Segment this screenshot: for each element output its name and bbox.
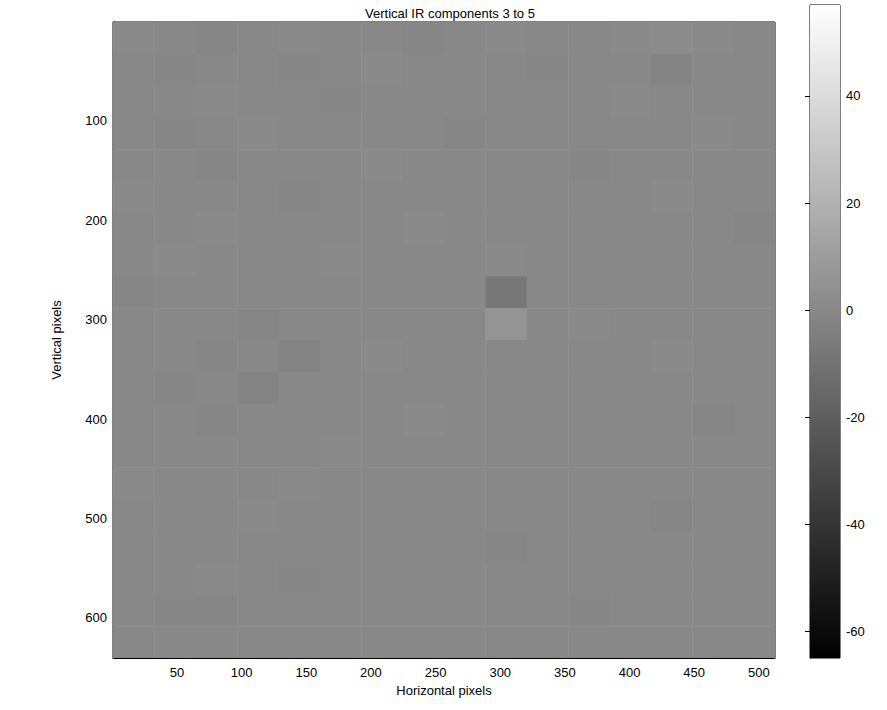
svg-text:Vertical pixels: Vertical pixels: [49, 300, 64, 380]
svg-text:150: 150: [295, 665, 317, 680]
svg-text:-40: -40: [846, 517, 865, 532]
svg-text:450: 450: [683, 665, 705, 680]
svg-text:100: 100: [231, 665, 253, 680]
svg-text:350: 350: [554, 665, 576, 680]
svg-text:200: 200: [85, 213, 107, 228]
svg-text:Horizontal pixels: Horizontal pixels: [396, 683, 492, 698]
svg-text:-20: -20: [846, 410, 865, 425]
svg-text:Vertical IR components 3 to 5: Vertical IR components 3 to 5: [365, 6, 535, 21]
svg-text:100: 100: [85, 113, 107, 128]
svg-text:500: 500: [748, 665, 770, 680]
svg-text:500: 500: [85, 511, 107, 526]
svg-text:600: 600: [85, 610, 107, 625]
svg-text:400: 400: [85, 412, 107, 427]
svg-text:250: 250: [425, 665, 447, 680]
svg-text:-60: -60: [846, 624, 865, 639]
svg-text:40: 40: [846, 88, 860, 103]
svg-text:20: 20: [846, 196, 860, 211]
svg-text:300: 300: [489, 665, 511, 680]
svg-text:300: 300: [85, 312, 107, 327]
svg-text:400: 400: [619, 665, 641, 680]
svg-text:50: 50: [170, 665, 184, 680]
svg-text:200: 200: [360, 665, 382, 680]
svg-text:0: 0: [846, 303, 853, 318]
